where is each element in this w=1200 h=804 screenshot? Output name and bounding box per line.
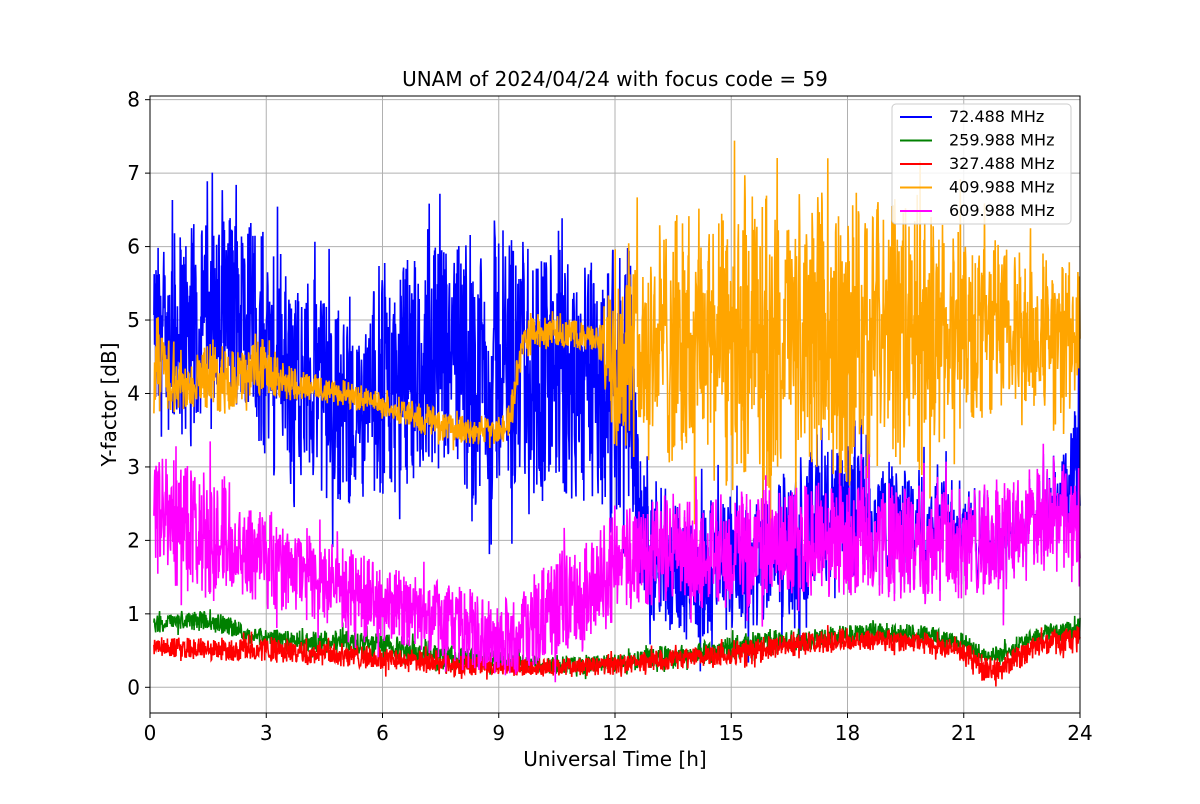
x-tick-label: 9 <box>492 721 505 745</box>
y-tick-label: 6 <box>127 235 140 259</box>
series-layer <box>153 140 1081 687</box>
legend-label-0: 72.488 MHz <box>949 107 1044 126</box>
series-line-2 <box>153 625 1081 687</box>
y-tick-label: 8 <box>127 88 140 112</box>
legend-label-1: 259.988 MHz <box>949 131 1054 150</box>
y-tick-label: 0 <box>127 675 140 699</box>
x-tick-label: 21 <box>951 721 976 745</box>
y-tick-label: 4 <box>127 381 140 405</box>
series-line-4 <box>153 441 1081 683</box>
x-axis-label: Universal Time [h] <box>523 747 706 771</box>
x-tick-label: 24 <box>1067 721 1092 745</box>
y-tick-label: 5 <box>127 308 140 332</box>
x-tick-label: 3 <box>260 721 273 745</box>
y-axis-label: Y-factor [dB] <box>97 342 121 467</box>
y-tick-label: 2 <box>127 528 140 552</box>
x-tick-label: 18 <box>835 721 860 745</box>
x-tick-label: 0 <box>144 721 157 745</box>
y-tick-label: 3 <box>127 455 140 479</box>
y-tick-label: 1 <box>127 602 140 626</box>
legend-box <box>891 103 1072 225</box>
legend: 72.488 MHz 259.988 MHz 327.488 MHz 409.988 … <box>891 103 1072 225</box>
legend-label-2: 327.488 MHz <box>949 154 1054 173</box>
legend-label-4: 609.988 MHz <box>949 201 1054 220</box>
x-tick-label: 12 <box>602 721 627 745</box>
y-tick-label: 7 <box>127 161 140 185</box>
series-line-3 <box>153 140 1081 534</box>
x-tick-label: 6 <box>376 721 389 745</box>
x-tick-label: 15 <box>719 721 744 745</box>
chart-title: UNAM of 2024/04/24 with focus code = 59 <box>402 67 828 91</box>
legend-label-3: 409.988 MHz <box>949 178 1054 197</box>
